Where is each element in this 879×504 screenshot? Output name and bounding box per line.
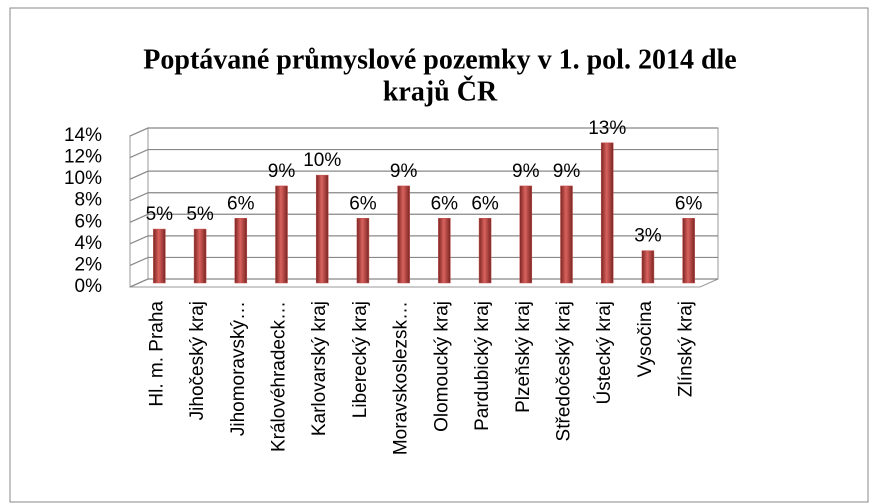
y-tick-label: 8% bbox=[75, 190, 103, 211]
y-tick-label: 14% bbox=[64, 125, 102, 146]
floor bbox=[129, 278, 719, 288]
value-label: 6% bbox=[431, 193, 459, 214]
value-label: 9% bbox=[268, 161, 296, 182]
value-label: 13% bbox=[588, 118, 626, 139]
bar bbox=[560, 185, 573, 284]
x-tick-label: Vysočina bbox=[635, 301, 656, 378]
bar bbox=[438, 218, 451, 284]
bar bbox=[478, 218, 492, 284]
y-tick-label: 2% bbox=[75, 254, 103, 275]
bar bbox=[193, 228, 207, 284]
grid-line bbox=[129, 148, 718, 159]
x-tick-label: Královéhradeck… bbox=[269, 301, 290, 452]
grid-line bbox=[129, 192, 718, 202]
value-label: 6% bbox=[675, 193, 703, 214]
bar bbox=[600, 142, 614, 284]
grid-line bbox=[129, 213, 718, 223]
bar bbox=[397, 185, 410, 284]
x-tick-label: Ústecký kraj bbox=[593, 301, 615, 404]
y-tick-label: 0% bbox=[75, 276, 103, 297]
bar bbox=[641, 250, 655, 284]
grid-line bbox=[129, 170, 718, 180]
bar bbox=[315, 174, 329, 284]
grid-line bbox=[129, 235, 718, 245]
value-label: 5% bbox=[186, 204, 214, 225]
chart-title: krajů ČR bbox=[383, 76, 498, 107]
value-label: 5% bbox=[146, 204, 174, 225]
value-label: 9% bbox=[512, 161, 540, 182]
bar bbox=[356, 218, 370, 284]
x-tick-label: Jihočeský kraj bbox=[187, 301, 208, 420]
value-label: 6% bbox=[349, 193, 377, 214]
x-tick-label: Liberecký kraj bbox=[350, 301, 371, 418]
x-tick-label: Hl. m. Praha bbox=[146, 301, 167, 407]
x-tick-label: Středočeský kraj bbox=[554, 301, 575, 441]
bar bbox=[275, 185, 288, 284]
value-label: 9% bbox=[553, 161, 581, 182]
x-tick-label: Olomoucký kraj bbox=[431, 301, 452, 432]
grid-line bbox=[129, 278, 718, 288]
x-tick-label: Karlovarský kraj bbox=[309, 301, 330, 436]
grid-line bbox=[129, 127, 718, 137]
chart-frame bbox=[9, 7, 869, 503]
value-label: 9% bbox=[390, 161, 418, 182]
y-tick-label: 6% bbox=[75, 211, 103, 232]
bar bbox=[234, 218, 248, 284]
x-tick-label: Plzeňský kraj bbox=[513, 301, 534, 413]
value-label: 10% bbox=[303, 150, 341, 171]
y-tick-label: 10% bbox=[64, 168, 102, 189]
x-tick-label: Jihomoravský… bbox=[228, 301, 249, 436]
value-label: 6% bbox=[227, 193, 255, 214]
x-tick-label: Zlínský kraj bbox=[676, 301, 697, 397]
chart-title: Poptávané průmyslové pozemky v 1. pol. 2… bbox=[143, 44, 736, 75]
bar bbox=[519, 185, 533, 284]
bar bbox=[153, 228, 166, 284]
x-tick-label: Pardubický kraj bbox=[472, 301, 493, 431]
value-label: 6% bbox=[471, 193, 499, 214]
bar bbox=[682, 218, 695, 284]
y-tick-label: 4% bbox=[75, 233, 103, 254]
x-tick-label: Moravskoslezsk… bbox=[391, 301, 412, 455]
value-label: 3% bbox=[634, 226, 662, 247]
y-tick-label: 12% bbox=[64, 147, 102, 168]
grid-line bbox=[129, 256, 718, 266]
